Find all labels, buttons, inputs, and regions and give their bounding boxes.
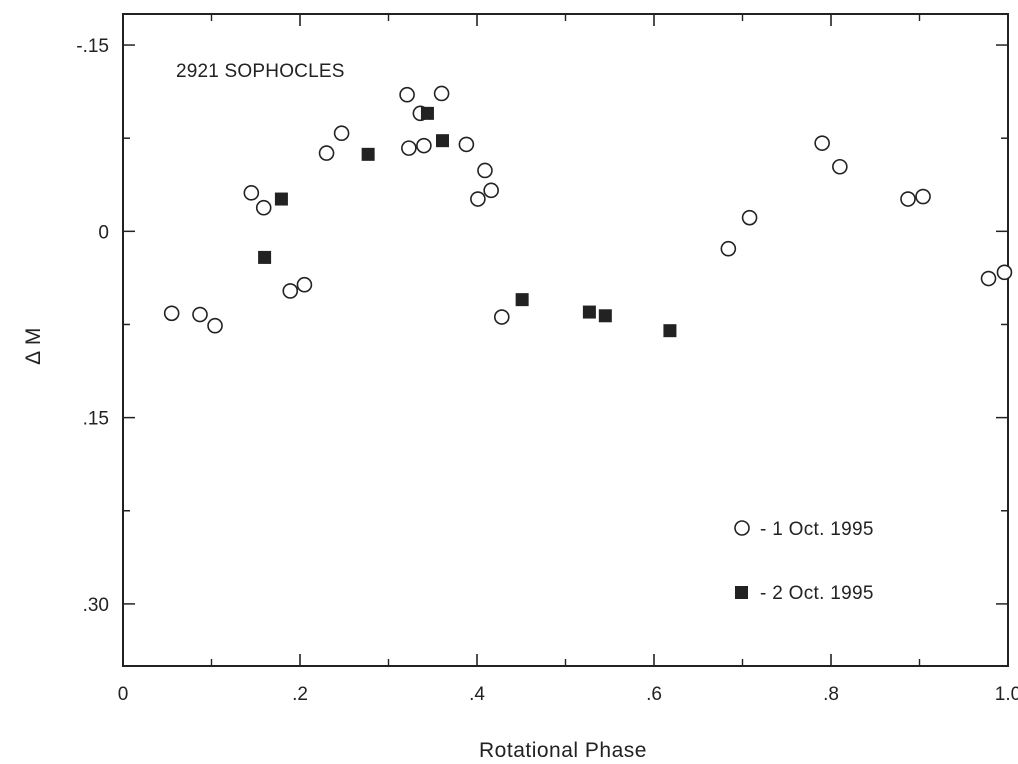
x-tick-label: .4 [469,684,485,705]
plot-frame [122,13,1009,667]
point-filled-square [515,293,529,307]
data-points [163,85,1013,338]
x-tick-label: 0 [118,684,129,705]
point-open-circle [416,137,432,154]
x-tick-label: 1.0 [995,684,1018,705]
point-open-circle [915,188,931,205]
tick-labels: 0 .2 .4 .6 .8 1.0 -.15 0 .15 .30 [76,36,1018,705]
legend: - 1 Oct. 1995 - 2 Oct. 1995 [734,519,874,604]
point-open-circle [192,306,208,323]
point-filled-square [598,309,612,323]
point-open-circle [996,264,1013,281]
point-filled-square [258,250,272,264]
legend-marker-filled-square [735,586,748,599]
y-tick-label: 0 [98,222,109,243]
y-axis-label: Δ M [22,327,45,365]
chart-title: 2921 SOPHOCLES [176,61,345,82]
point-filled-square [663,324,677,338]
y-tick-label: .30 [83,595,109,616]
point-open-circle [333,125,350,142]
point-open-circle [163,305,180,322]
point-open-circle [401,140,417,156]
point-open-circle [470,191,486,207]
x-axis-label: Rotational Phase [479,739,647,762]
point-open-circle [832,158,848,175]
point-filled-square [582,305,596,319]
point-filled-square [435,134,449,148]
point-open-circle [900,191,916,207]
point-open-circle [318,145,335,161]
point-open-circle [814,135,830,151]
x-tick-label: .2 [292,684,308,705]
y-tick-label: .15 [83,409,109,430]
point-filled-square [361,147,375,161]
point-open-circle [458,136,475,153]
point-open-circle [399,86,415,103]
point-open-circle [282,283,299,299]
x-tick-label: .6 [646,684,662,705]
point-open-circle [477,162,493,179]
point-open-circle [483,182,499,199]
point-open-circle [493,309,510,325]
x-tick-label: .8 [823,684,839,705]
legend-label-series-1: - 1 Oct. 1995 [760,519,874,540]
point-open-circle [741,209,758,226]
point-open-circle [207,317,223,334]
legend-marker-open-circle [734,520,750,536]
point-filled-square [274,192,288,206]
point-filled-square [420,106,434,120]
y-tick-label: -.15 [76,36,109,57]
tick-marks [122,14,1009,666]
legend-label-series-2: - 2 Oct. 1995 [760,583,874,604]
point-open-circle [433,85,450,102]
point-open-circle [255,199,272,216]
point-open-circle [980,270,997,287]
point-open-circle [720,240,737,257]
point-open-circle [243,185,260,201]
point-open-circle [296,276,313,293]
